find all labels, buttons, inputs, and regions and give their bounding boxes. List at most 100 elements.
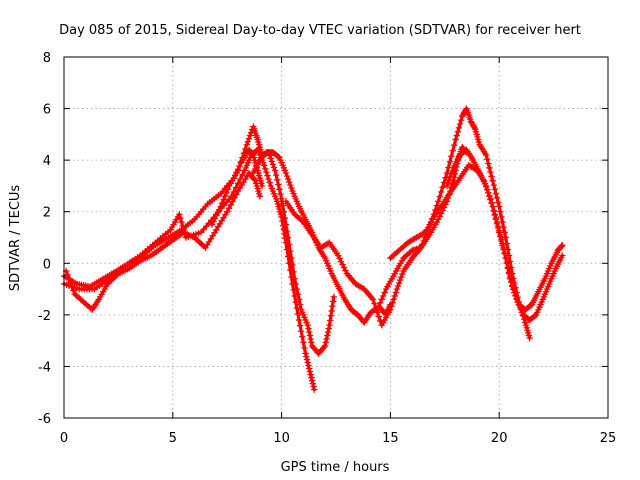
grid-layer <box>64 57 608 418</box>
data-point <box>375 313 382 320</box>
data-point <box>264 172 271 179</box>
data-point <box>452 136 459 143</box>
data-point <box>388 303 395 310</box>
data-point <box>310 383 317 390</box>
data-point <box>268 158 276 165</box>
data-point <box>278 195 285 203</box>
data-point <box>275 153 282 160</box>
data-point <box>436 193 443 200</box>
data-point <box>177 214 184 222</box>
data-point <box>451 141 458 149</box>
data-point <box>387 306 394 313</box>
data-point <box>179 222 186 230</box>
data-point <box>290 268 297 276</box>
x-tick-label: 15 <box>382 431 399 446</box>
data-point <box>295 296 303 303</box>
data-point <box>223 189 230 197</box>
data-layer <box>60 105 566 393</box>
data-point <box>449 167 456 175</box>
series-line <box>62 148 264 289</box>
data-point <box>439 184 446 191</box>
data-point <box>435 198 442 205</box>
data-point <box>497 208 504 215</box>
data-point <box>435 216 442 223</box>
data-point <box>481 180 489 187</box>
data-point <box>304 359 311 366</box>
data-point <box>442 174 449 181</box>
data-point <box>309 380 316 387</box>
data-point <box>176 211 183 218</box>
data-point <box>324 240 332 247</box>
data-point <box>488 173 495 180</box>
data-point <box>500 223 507 231</box>
y-tick-label: 4 <box>43 154 51 169</box>
data-point <box>493 194 501 202</box>
data-point <box>501 229 508 236</box>
data-point <box>375 303 382 310</box>
x-axis-label: GPS time / hours <box>281 460 390 475</box>
data-point <box>484 186 491 193</box>
data-point <box>394 282 402 290</box>
data-point <box>503 260 511 267</box>
data-point <box>321 342 329 349</box>
data-point <box>287 248 294 255</box>
data-point <box>305 365 313 372</box>
data-point <box>286 178 293 186</box>
data-point <box>210 218 217 225</box>
data-point <box>340 264 348 271</box>
y-tick-label: -4 <box>38 360 51 375</box>
data-point <box>213 212 220 219</box>
data-point <box>266 179 273 186</box>
data-point <box>379 292 387 300</box>
data-point <box>283 172 291 180</box>
data-point <box>251 176 258 183</box>
data-point <box>389 299 396 307</box>
y-axis-label: SDTVAR / TECUs <box>8 185 23 292</box>
data-point <box>64 271 71 279</box>
data-point <box>232 184 240 191</box>
data-point <box>245 135 253 142</box>
data-point <box>284 234 292 241</box>
data-point <box>181 230 188 237</box>
data-point <box>499 240 506 247</box>
data-point <box>492 214 500 222</box>
data-point <box>501 249 508 257</box>
data-point <box>263 168 270 176</box>
data-point <box>374 306 381 313</box>
data-point <box>485 160 492 167</box>
series-sat-b <box>62 169 264 313</box>
data-point <box>284 175 292 183</box>
chart-title: Day 085 of 2015, Sidereal Day-to-day VTE… <box>59 23 581 38</box>
data-point <box>305 362 312 369</box>
x-tick-label: 25 <box>600 431 617 446</box>
x-tick-label: 0 <box>60 431 68 446</box>
data-point <box>531 312 539 319</box>
data-point <box>484 156 491 163</box>
data-point <box>301 344 308 352</box>
data-point <box>311 386 318 393</box>
data-point <box>491 186 499 193</box>
data-point <box>505 270 513 277</box>
data-point <box>339 261 346 268</box>
x-tick-label: 20 <box>491 431 508 446</box>
data-point <box>288 184 295 192</box>
data-point <box>256 193 264 200</box>
data-point <box>274 176 281 184</box>
data-point <box>558 242 565 250</box>
data-point <box>305 325 312 332</box>
data-point <box>511 289 518 296</box>
data-point <box>493 218 501 226</box>
data-point <box>329 303 336 310</box>
data-point <box>307 335 314 343</box>
series-line <box>62 148 316 392</box>
data-point <box>216 206 223 213</box>
data-point <box>499 218 506 226</box>
series-sat-a <box>60 146 266 290</box>
data-point <box>225 205 233 212</box>
data-point <box>494 223 502 230</box>
data-point <box>490 207 497 214</box>
data-point <box>498 213 505 221</box>
data-point <box>498 236 505 243</box>
series-line <box>375 106 532 340</box>
